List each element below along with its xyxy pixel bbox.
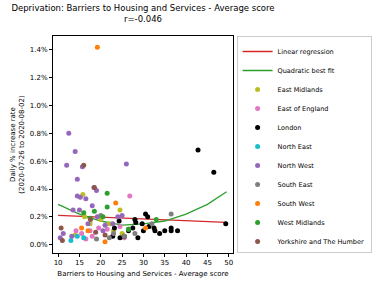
svg-text:1.0%: 1.0% [30, 102, 48, 110]
svg-text:15: 15 [75, 259, 84, 267]
svg-text:0.4%: 0.4% [30, 185, 48, 193]
svg-text:Daily % increase rate(2020-07-: Daily % increase rate(2020-07-26 to 2020… [9, 95, 26, 194]
svg-text:East Midlands: East Midlands [278, 86, 324, 94]
svg-text:Barriers to Housing and Servic: Barriers to Housing and Services - Avera… [57, 270, 228, 278]
svg-text:North West: North West [278, 162, 315, 170]
svg-text:30: 30 [139, 259, 148, 267]
svg-text:1.4%: 1.4% [30, 46, 48, 54]
svg-text:Yorkshire and The Humber: Yorkshire and The Humber [277, 238, 364, 246]
svg-text:0.6%: 0.6% [30, 158, 48, 166]
svg-text:50: 50 [224, 259, 233, 267]
svg-text:Linear regression: Linear regression [278, 48, 334, 56]
svg-text:35: 35 [160, 259, 169, 267]
svg-text:South West: South West [278, 200, 315, 208]
svg-text:0.2%: 0.2% [30, 213, 48, 221]
svg-text:London: London [278, 124, 302, 132]
svg-text:1.2%: 1.2% [30, 74, 48, 82]
svg-text:40: 40 [182, 259, 191, 267]
svg-text:West Midlands: West Midlands [278, 219, 326, 227]
svg-text:South East: South East [278, 181, 313, 189]
svg-text:East of England: East of England [278, 105, 329, 113]
svg-text:45: 45 [203, 259, 212, 267]
svg-text:10: 10 [54, 259, 63, 267]
svg-text:North East: North East [278, 143, 313, 151]
svg-text:25: 25 [118, 259, 127, 267]
svg-text:20: 20 [96, 259, 105, 267]
svg-text:Quadratic best fit: Quadratic best fit [278, 67, 335, 75]
svg-text:0.0%: 0.0% [30, 241, 48, 249]
svg-text:0.8%: 0.8% [30, 130, 48, 138]
svg-text:Deprivation: Barriers to Housi: Deprivation: Barriers to Housing and Ser… [11, 3, 274, 24]
